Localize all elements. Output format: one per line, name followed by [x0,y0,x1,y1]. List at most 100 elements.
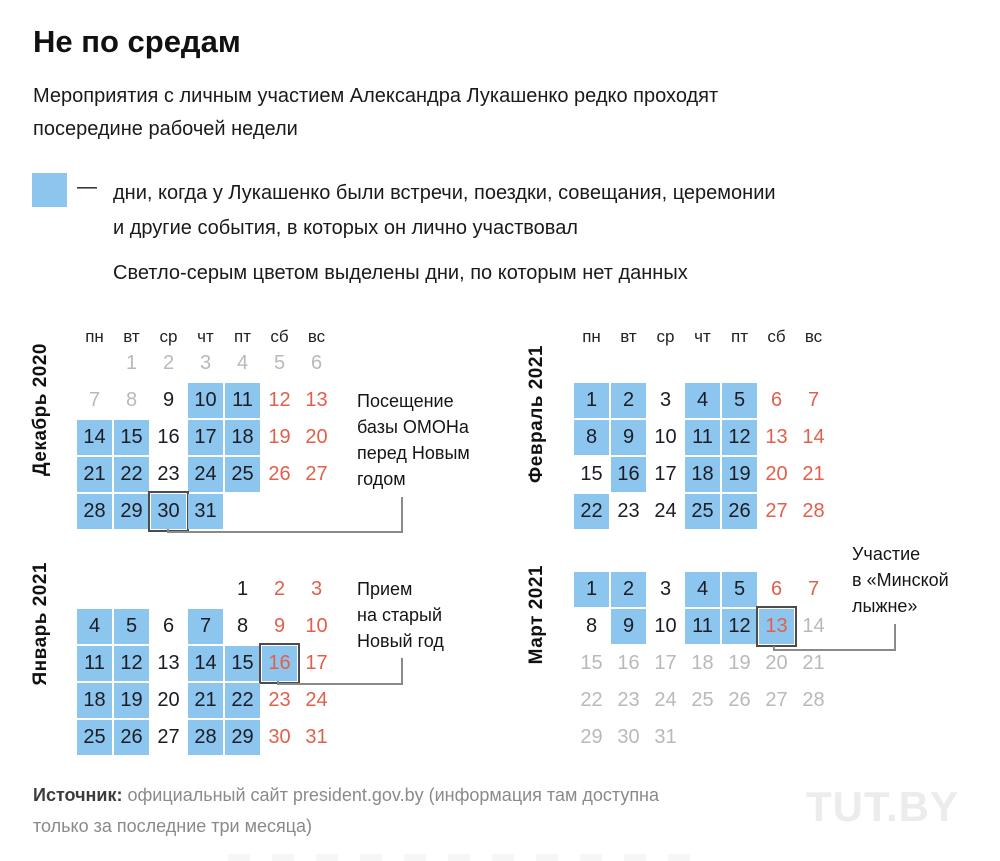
day-cell-jan2021-3: 3 [310,578,323,600]
day-cell-mar2021-4: 4 [685,572,720,607]
day-cell-jan2021-9: 9 [273,615,286,637]
day-cell-mar2021-31: 31 [654,726,677,748]
day-cell-feb2021-25: 25 [685,494,720,529]
weekday-header-row-left: пн вт ср чт пт сб вс [77,326,334,348]
calendar-empty-cell [151,572,186,607]
day-cell-jan2021-25: 25 [77,720,112,755]
day-cell-dec2020-23: 23 [157,463,180,485]
day-cell-jan2021-5: 5 [114,609,149,644]
annotation-minsk-ski: Участие в «Минской лыжне» [852,544,949,616]
day-cell-feb2021-27: 27 [765,500,788,522]
weekday-header-пт: пт [731,327,748,346]
day-cell-dec2020-29: 29 [114,494,149,529]
day-cell-jan2021-22: 22 [225,683,260,718]
day-cell-feb2021-3: 3 [659,389,672,411]
day-cell-mar2021-13: 13 [756,606,797,647]
day-cell-mar2021-3: 3 [659,578,672,600]
cropped-caption-remnant [228,854,706,861]
day-cell-feb2021-1: 1 [574,383,609,418]
day-cell-feb2021-12: 12 [722,420,757,455]
day-cell-jan2021-10: 10 [305,615,328,637]
day-cell-jan2021-31: 31 [305,726,328,748]
day-cell-dec2020-19: 19 [268,426,291,448]
day-cell-mar2021-25: 25 [691,689,714,711]
day-cell-dec2020-13: 13 [305,389,328,411]
calendar-empty-cell [114,572,149,607]
day-cell-jan2021-6: 6 [162,615,175,637]
day-cell-feb2021-22: 22 [574,494,609,529]
day-cell-jan2021-28: 28 [188,720,223,755]
day-cell-feb2021-9: 9 [611,420,646,455]
day-cell-feb2021-26: 26 [722,494,757,529]
day-cell-jan2021-2: 2 [273,578,286,600]
calendar-december-2020: 1 2 3 4 5 6 7 8 9 10 11 12 13 14 15 16 17 18 19 20 21 22 23 24 2… [77,346,334,532]
legend-nodata-label: Светло-серым цветом выделены дни, по кот… [113,262,688,284]
day-cell-dec2020-5: 5 [273,352,286,374]
day-cell-feb2021-21: 21 [802,463,825,485]
day-cell-mar2021-19: 19 [728,652,751,674]
day-cell-mar2021-29: 29 [580,726,603,748]
source-note: Источник: официальный сайт president.gov… [33,780,733,842]
day-cell-feb2021-17: 17 [654,463,677,485]
day-cell-jan2021-11: 11 [77,646,112,681]
day-cell-mar2021-11: 11 [685,609,720,644]
day-cell-dec2020-6: 6 [310,352,323,374]
day-cell-jan2021-16: 16 [259,643,300,684]
day-cell-feb2021-24: 24 [654,500,677,522]
weekday-header-вт: вт [123,327,140,346]
day-cell-mar2021-20: 20 [765,652,788,674]
day-cell-mar2021-22: 22 [580,689,603,711]
day-cell-mar2021-23: 23 [617,689,640,711]
day-cell-jan2021-14: 14 [188,646,223,681]
day-cell-mar2021-6: 6 [770,578,783,600]
day-cell-jan2021-12: 12 [114,646,149,681]
day-cell-mar2021-28: 28 [802,689,825,711]
legend-dash: — [77,176,97,198]
day-cell-dec2020-1: 1 [125,352,138,374]
day-cell-dec2020-27: 27 [305,463,328,485]
day-cell-feb2021-15: 15 [580,463,603,485]
weekday-header-ср: ср [656,327,675,346]
day-cell-mar2021-14: 14 [802,615,825,637]
day-cell-mar2021-24: 24 [654,689,677,711]
day-cell-dec2020-17: 17 [188,420,223,455]
weekday-header-чт: чт [197,327,214,346]
day-cell-dec2020-16: 16 [157,426,180,448]
day-cell-dec2020-31: 31 [188,494,223,529]
calendar-march-2021: 1 2 3 4 5 6 7 8 9 10 11 12 13 14 15 16 17 18 19 20 21 22 23 24 2… [574,572,831,755]
day-cell-feb2021-18: 18 [685,457,720,492]
day-cell-mar2021-16: 16 [617,652,640,674]
day-cell-dec2020-28: 28 [77,494,112,529]
annotation-old-new-year: Прием на старый Новый год [357,579,444,651]
day-cell-jan2021-27: 27 [157,726,180,748]
day-cell-feb2021-16: 16 [611,457,646,492]
day-cell-feb2021-28: 28 [802,500,825,522]
day-cell-mar2021-5: 5 [722,572,757,607]
month-label-december: Декабрь 2020 [30,343,51,476]
legend-event-label: дни, когда у Лукашенко были встречи, пое… [113,182,776,239]
month-label-january: Январь 2021 [30,562,51,686]
weekday-header-пт: пт [234,327,251,346]
weekday-header-вс: вс [804,327,823,346]
weekday-header-пн: пн [582,327,601,346]
day-cell-mar2021-12: 12 [722,609,757,644]
day-cell-jan2021-7: 7 [188,609,223,644]
day-cell-jan2021-18: 18 [77,683,112,718]
day-cell-jan2021-13: 13 [157,652,180,674]
day-cell-dec2020-15: 15 [114,420,149,455]
weekday-header-пн: пн [85,327,104,346]
day-cell-jan2021-26: 26 [114,720,149,755]
day-cell-feb2021-14: 14 [802,426,825,448]
day-cell-mar2021-10: 10 [654,615,677,637]
calendar-empty-cell [188,572,223,607]
day-cell-dec2020-20: 20 [305,426,328,448]
tutby-watermark-logo: TUT.BY [806,783,959,830]
day-cell-feb2021-23: 23 [617,500,640,522]
calendar-january-2021: 1 2 3 4 5 6 7 8 9 10 11 12 13 14 15 16 17 18 19 20 21 22 23 24 2… [77,572,334,755]
day-cell-dec2020-26: 26 [268,463,291,485]
day-cell-mar2021-2: 2 [611,572,646,607]
weekday-header-row-right: пн вт ср чт пт сб вс [574,326,831,348]
day-cell-mar2021-17: 17 [654,652,677,674]
day-cell-mar2021-27: 27 [765,689,788,711]
